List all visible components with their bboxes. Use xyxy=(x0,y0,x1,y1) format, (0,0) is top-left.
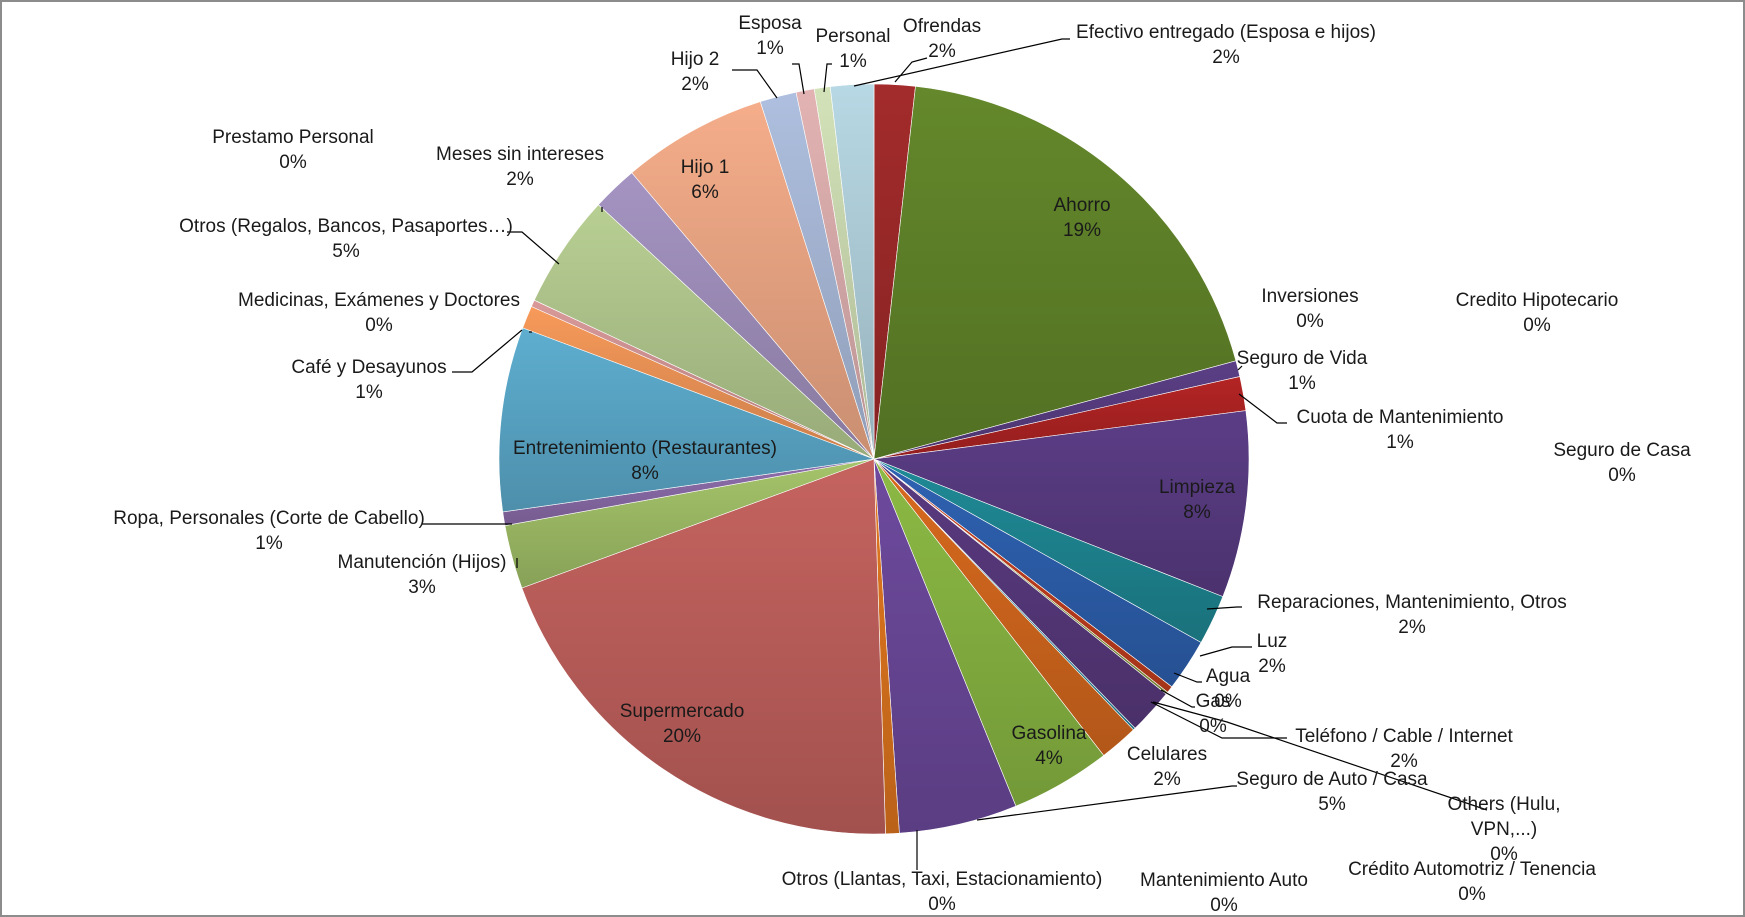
slice-percent-2: 19% xyxy=(1063,220,1101,241)
slice-label-23: Ropa, Personales (Corte de Cabello) xyxy=(113,508,425,529)
leader-line-31 xyxy=(732,69,778,99)
slice-label-19: Seguro de Auto / Casa xyxy=(1236,769,1428,790)
slice-percent-6: 1% xyxy=(1386,432,1414,453)
leader-line-25 xyxy=(452,329,523,373)
leader-line-12 xyxy=(1160,689,1195,708)
slice-label-25: Café y Desayunos xyxy=(291,357,446,378)
leader-line-9 xyxy=(1206,606,1242,610)
slice-percent-7: 0% xyxy=(1608,465,1636,486)
pie-slice-21 xyxy=(521,458,886,835)
slice-percent-10: 2% xyxy=(1258,656,1286,677)
slice-percent-24: 8% xyxy=(631,463,659,484)
slice-percent-23: 1% xyxy=(255,533,283,554)
slice-label-8: Limpieza xyxy=(1159,477,1235,498)
slice-percent-26: 0% xyxy=(365,315,393,336)
slice-label-27: Otros (Regalos, Bancos, Pasaportes…) xyxy=(179,216,513,237)
slice-label-5: Seguro de Vida xyxy=(1237,348,1368,369)
slice-percent-28: 2% xyxy=(506,169,534,190)
leader-line-27 xyxy=(507,231,560,265)
slice-label-6: Cuota de Mantenimiento xyxy=(1296,407,1503,428)
slice-label-21: Supermercado xyxy=(620,701,745,722)
leader-line-6 xyxy=(1238,393,1287,424)
leader-line-19 xyxy=(976,785,1237,821)
slice-percent-5: 1% xyxy=(1288,373,1316,394)
slice-percent-9: 2% xyxy=(1398,617,1426,638)
leader-line-33 xyxy=(823,63,832,93)
slice-percent-12: 0% xyxy=(1199,716,1227,737)
slice-percent-14: 0% xyxy=(1490,844,1518,865)
slice-label-12: Gas xyxy=(1196,691,1231,712)
slice-label-28: Meses sin intereses xyxy=(436,144,604,165)
slice-label-30: Hijo 1 xyxy=(681,157,730,178)
slice-label-14: Others (Hulu, VPN,...) xyxy=(1448,794,1561,840)
slice-label-34: Efectivo entregado (Esposa e hijos) xyxy=(1076,22,1376,43)
slice-percent-15: 0% xyxy=(1458,884,1486,905)
slice-label-22: Manutención (Hijos) xyxy=(338,552,507,573)
leader-line-34 xyxy=(853,38,1070,87)
pie-slice-24 xyxy=(498,327,875,513)
slice-percent-18: 4% xyxy=(1035,748,1063,769)
slice-label-18: Gasolina xyxy=(1012,723,1087,744)
slice-label-26: Medicinas, Exámenes y Doctores xyxy=(238,290,520,311)
slice-label-29: Prestamo Personal xyxy=(212,127,374,148)
pie-slice-2 xyxy=(873,85,1237,460)
slice-percent-20: 0% xyxy=(928,894,956,915)
slice-label-2: Ahorro xyxy=(1053,195,1110,216)
slice-label-15: Crédito Automotriz / Tenencia xyxy=(1348,859,1596,880)
slice-percent-4: 0% xyxy=(1523,315,1551,336)
leader-line-10 xyxy=(1199,646,1252,657)
slice-label-10: Luz xyxy=(1257,631,1288,652)
slice-label-16: Celulares xyxy=(1127,744,1207,765)
slice-label-33: Personal xyxy=(816,26,891,47)
slice-percent-22: 3% xyxy=(408,577,436,598)
pie-slice-8 xyxy=(873,410,1250,598)
slice-percent-16: 2% xyxy=(1153,769,1181,790)
slice-label-20: Otros (Llantas, Taxi, Estacionamiento) xyxy=(782,869,1103,890)
leader-line-11 xyxy=(1173,672,1202,683)
slice-label-13: Teléfono / Cable / Internet xyxy=(1295,726,1513,747)
slice-percent-17: 0% xyxy=(1210,895,1238,916)
leader-line-13 xyxy=(1150,701,1287,739)
slice-percent-30: 6% xyxy=(691,182,719,203)
pie-slice-34 xyxy=(829,83,875,460)
slice-label-3: Inversiones xyxy=(1261,286,1358,307)
slice-percent-27: 5% xyxy=(332,241,360,262)
slice-percent-13: 2% xyxy=(1390,751,1418,772)
slice-percent-31: 2% xyxy=(681,74,709,95)
leader-line-32 xyxy=(792,63,805,95)
slice-label-31: Hijo 2 xyxy=(671,49,720,70)
slice-percent-1: 2% xyxy=(928,41,956,62)
slice-label-24: Entretenimiento (Restaurantes) xyxy=(513,438,777,459)
slice-percent-21: 20% xyxy=(663,726,701,747)
slice-label-17: Mantenimiento Auto xyxy=(1140,870,1308,891)
slice-label-1: Ofrendas xyxy=(903,16,981,37)
leader-line-5 xyxy=(1237,365,1243,371)
leader-line-14 xyxy=(1152,701,1488,811)
slice-percent-25: 1% xyxy=(355,382,383,403)
slice-percent-33: 1% xyxy=(839,51,867,72)
slice-percent-11: 0% xyxy=(1214,691,1242,712)
slice-label-9: Reparaciones, Mantenimiento, Otros xyxy=(1257,592,1566,613)
slice-label-11: Agua xyxy=(1206,666,1251,687)
slice-percent-34: 2% xyxy=(1212,47,1240,68)
slice-label-32: Esposa xyxy=(738,13,802,34)
slice-percent-19: 5% xyxy=(1318,794,1346,815)
slice-label-4: Credito Hipotecario xyxy=(1456,290,1619,311)
slice-percent-32: 1% xyxy=(756,38,784,59)
pie-slice-30 xyxy=(631,101,875,460)
slice-percent-8: 8% xyxy=(1183,502,1211,523)
slice-percent-29: 0% xyxy=(279,152,307,173)
slice-label-7: Seguro de Casa xyxy=(1553,440,1691,461)
slice-percent-3: 0% xyxy=(1296,311,1324,332)
